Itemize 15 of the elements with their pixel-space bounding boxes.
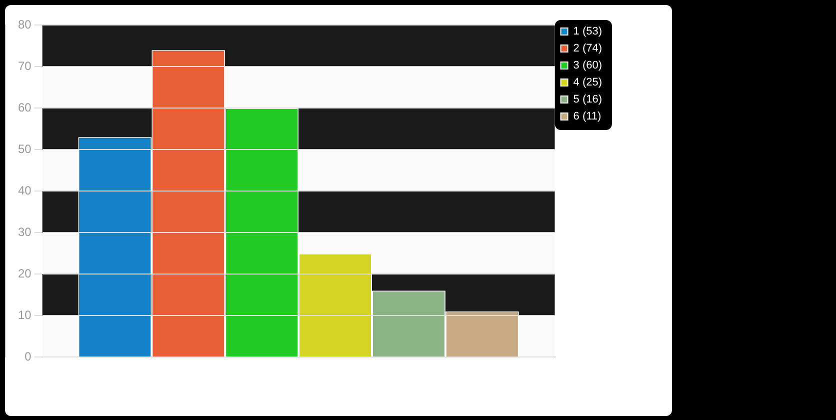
y-tick-label: 30	[18, 224, 32, 239]
legend-label: 4 (25)	[573, 76, 602, 89]
legend-label: 1 (53)	[573, 26, 602, 38]
y-tick-label: 10	[18, 308, 32, 322]
legend-label: 3 (60)	[573, 60, 602, 72]
y-tick-label: 70	[18, 58, 32, 73]
y-tick-label: 0	[24, 349, 32, 364]
y-tick-label: 50	[18, 142, 32, 156]
legend-label: 2 (74)	[573, 42, 602, 55]
y-tick-label: 60	[18, 100, 32, 114]
y-tick-label: 40	[18, 183, 32, 198]
legend-label: 6 (11)	[573, 110, 602, 123]
y-tick-label: 20	[18, 266, 32, 280]
y-tick-label: 80	[18, 18, 32, 32]
legend-label: 5 (16)	[573, 94, 602, 106]
